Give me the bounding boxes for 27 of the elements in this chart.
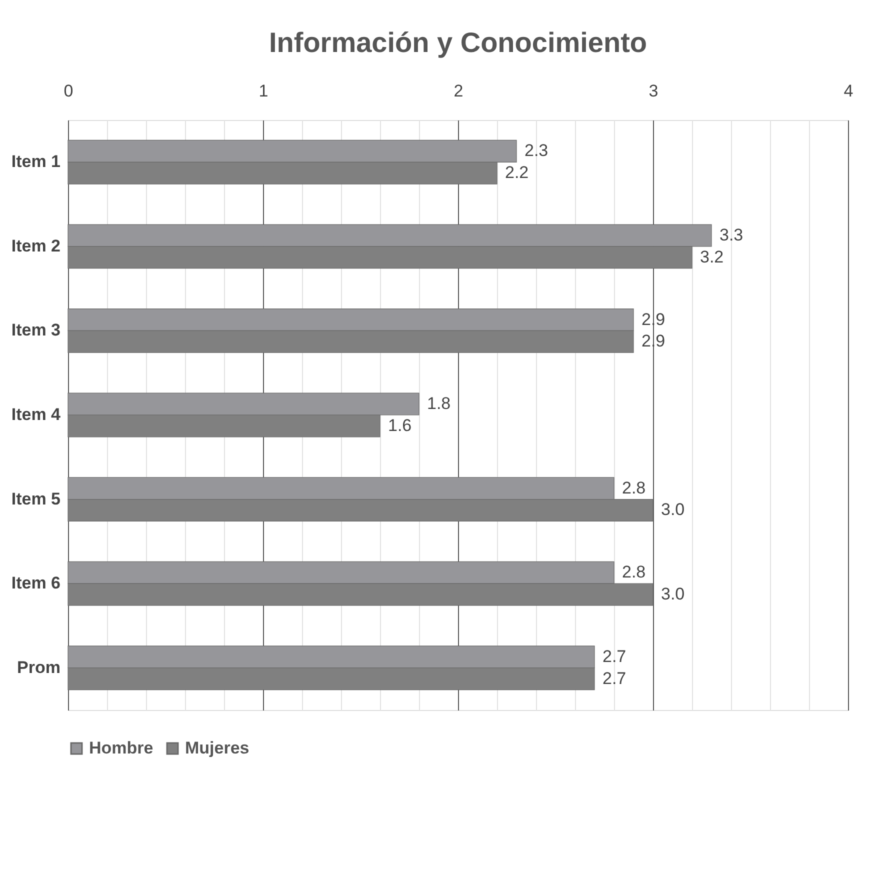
data-label: 1.8	[427, 394, 451, 414]
data-label: 2.7	[602, 668, 626, 688]
data-label: 2.3	[524, 141, 548, 160]
x-tick-label: 3	[648, 82, 658, 100]
legend-label: Hombre	[89, 738, 154, 758]
y-tick-label: Prom	[17, 658, 60, 677]
data-label: 2.2	[505, 163, 529, 182]
y-tick-label: Item 5	[11, 489, 60, 508]
data-label: 1.6	[388, 416, 412, 435]
y-tick-label: Item 3	[11, 320, 60, 340]
x-tick-label: 4	[844, 82, 854, 100]
data-label: 2.8	[622, 478, 646, 498]
y-tick-label: Item 6	[11, 574, 60, 593]
y-tick-label: Item 2	[11, 236, 60, 256]
y-tick-label: Item 1	[11, 152, 60, 172]
data-label: 2.7	[602, 646, 626, 666]
x-tick-label: 2	[454, 82, 464, 100]
data-label: 3.2	[700, 247, 724, 266]
x-tick-label: 0	[64, 82, 74, 100]
data-label: 2.8	[622, 562, 646, 582]
legend-label: Mujeres	[185, 738, 250, 758]
data-label: 3.0	[661, 584, 685, 604]
y-tick-label: Item 4	[11, 405, 62, 424]
chart-title: Información y Conocimiento	[268, 27, 648, 58]
data-label: 3.0	[661, 500, 685, 520]
data-label: 3.3	[720, 225, 744, 244]
x-tick-label: 1	[258, 82, 268, 100]
